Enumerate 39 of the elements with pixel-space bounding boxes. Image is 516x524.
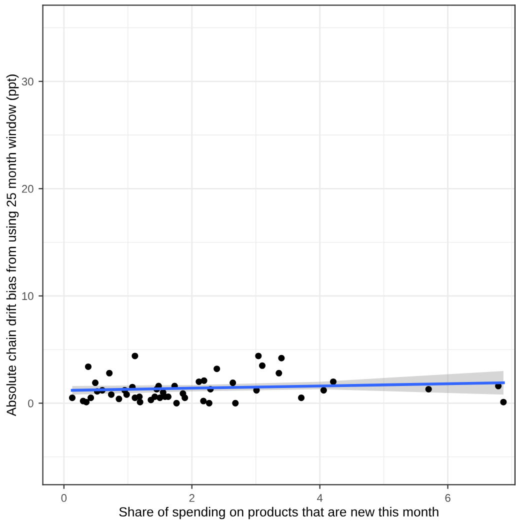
point (330, 378, 337, 385)
point (69, 394, 76, 402)
point (132, 352, 138, 360)
point (255, 352, 262, 360)
point (230, 380, 236, 386)
point (84, 363, 92, 370)
point (123, 391, 130, 398)
y-axis-title: Absolute chain drift bias from using 25 month window (ppt) (6, 74, 19, 416)
point (200, 398, 207, 404)
point (298, 394, 305, 402)
point (320, 387, 327, 394)
point (259, 362, 266, 369)
point (200, 377, 208, 384)
point (425, 386, 432, 392)
point (83, 398, 90, 406)
point (214, 366, 220, 372)
x-axis-title: Share of spending on products that are new this month (119, 506, 438, 520)
point (232, 400, 239, 406)
point (136, 398, 144, 406)
y-tick-label: 0 (28, 399, 34, 408)
x-tick-label: 2 (189, 494, 194, 502)
point (173, 400, 180, 406)
y-tick-label: 30 (22, 78, 34, 86)
x-tick-label: 0 (61, 494, 67, 502)
point (88, 394, 94, 402)
x-tick-label: 4 (317, 494, 323, 502)
point (182, 394, 188, 402)
y-tick-label: 10 (22, 292, 34, 300)
point (276, 370, 282, 376)
y-tick-label: 20 (22, 184, 34, 193)
point (106, 370, 113, 376)
x-tick-label: 6 (445, 494, 450, 502)
point (116, 396, 122, 402)
point (206, 400, 212, 406)
point (136, 393, 143, 400)
point (92, 380, 99, 386)
point (278, 354, 285, 362)
point (500, 398, 507, 406)
point (108, 391, 115, 398)
